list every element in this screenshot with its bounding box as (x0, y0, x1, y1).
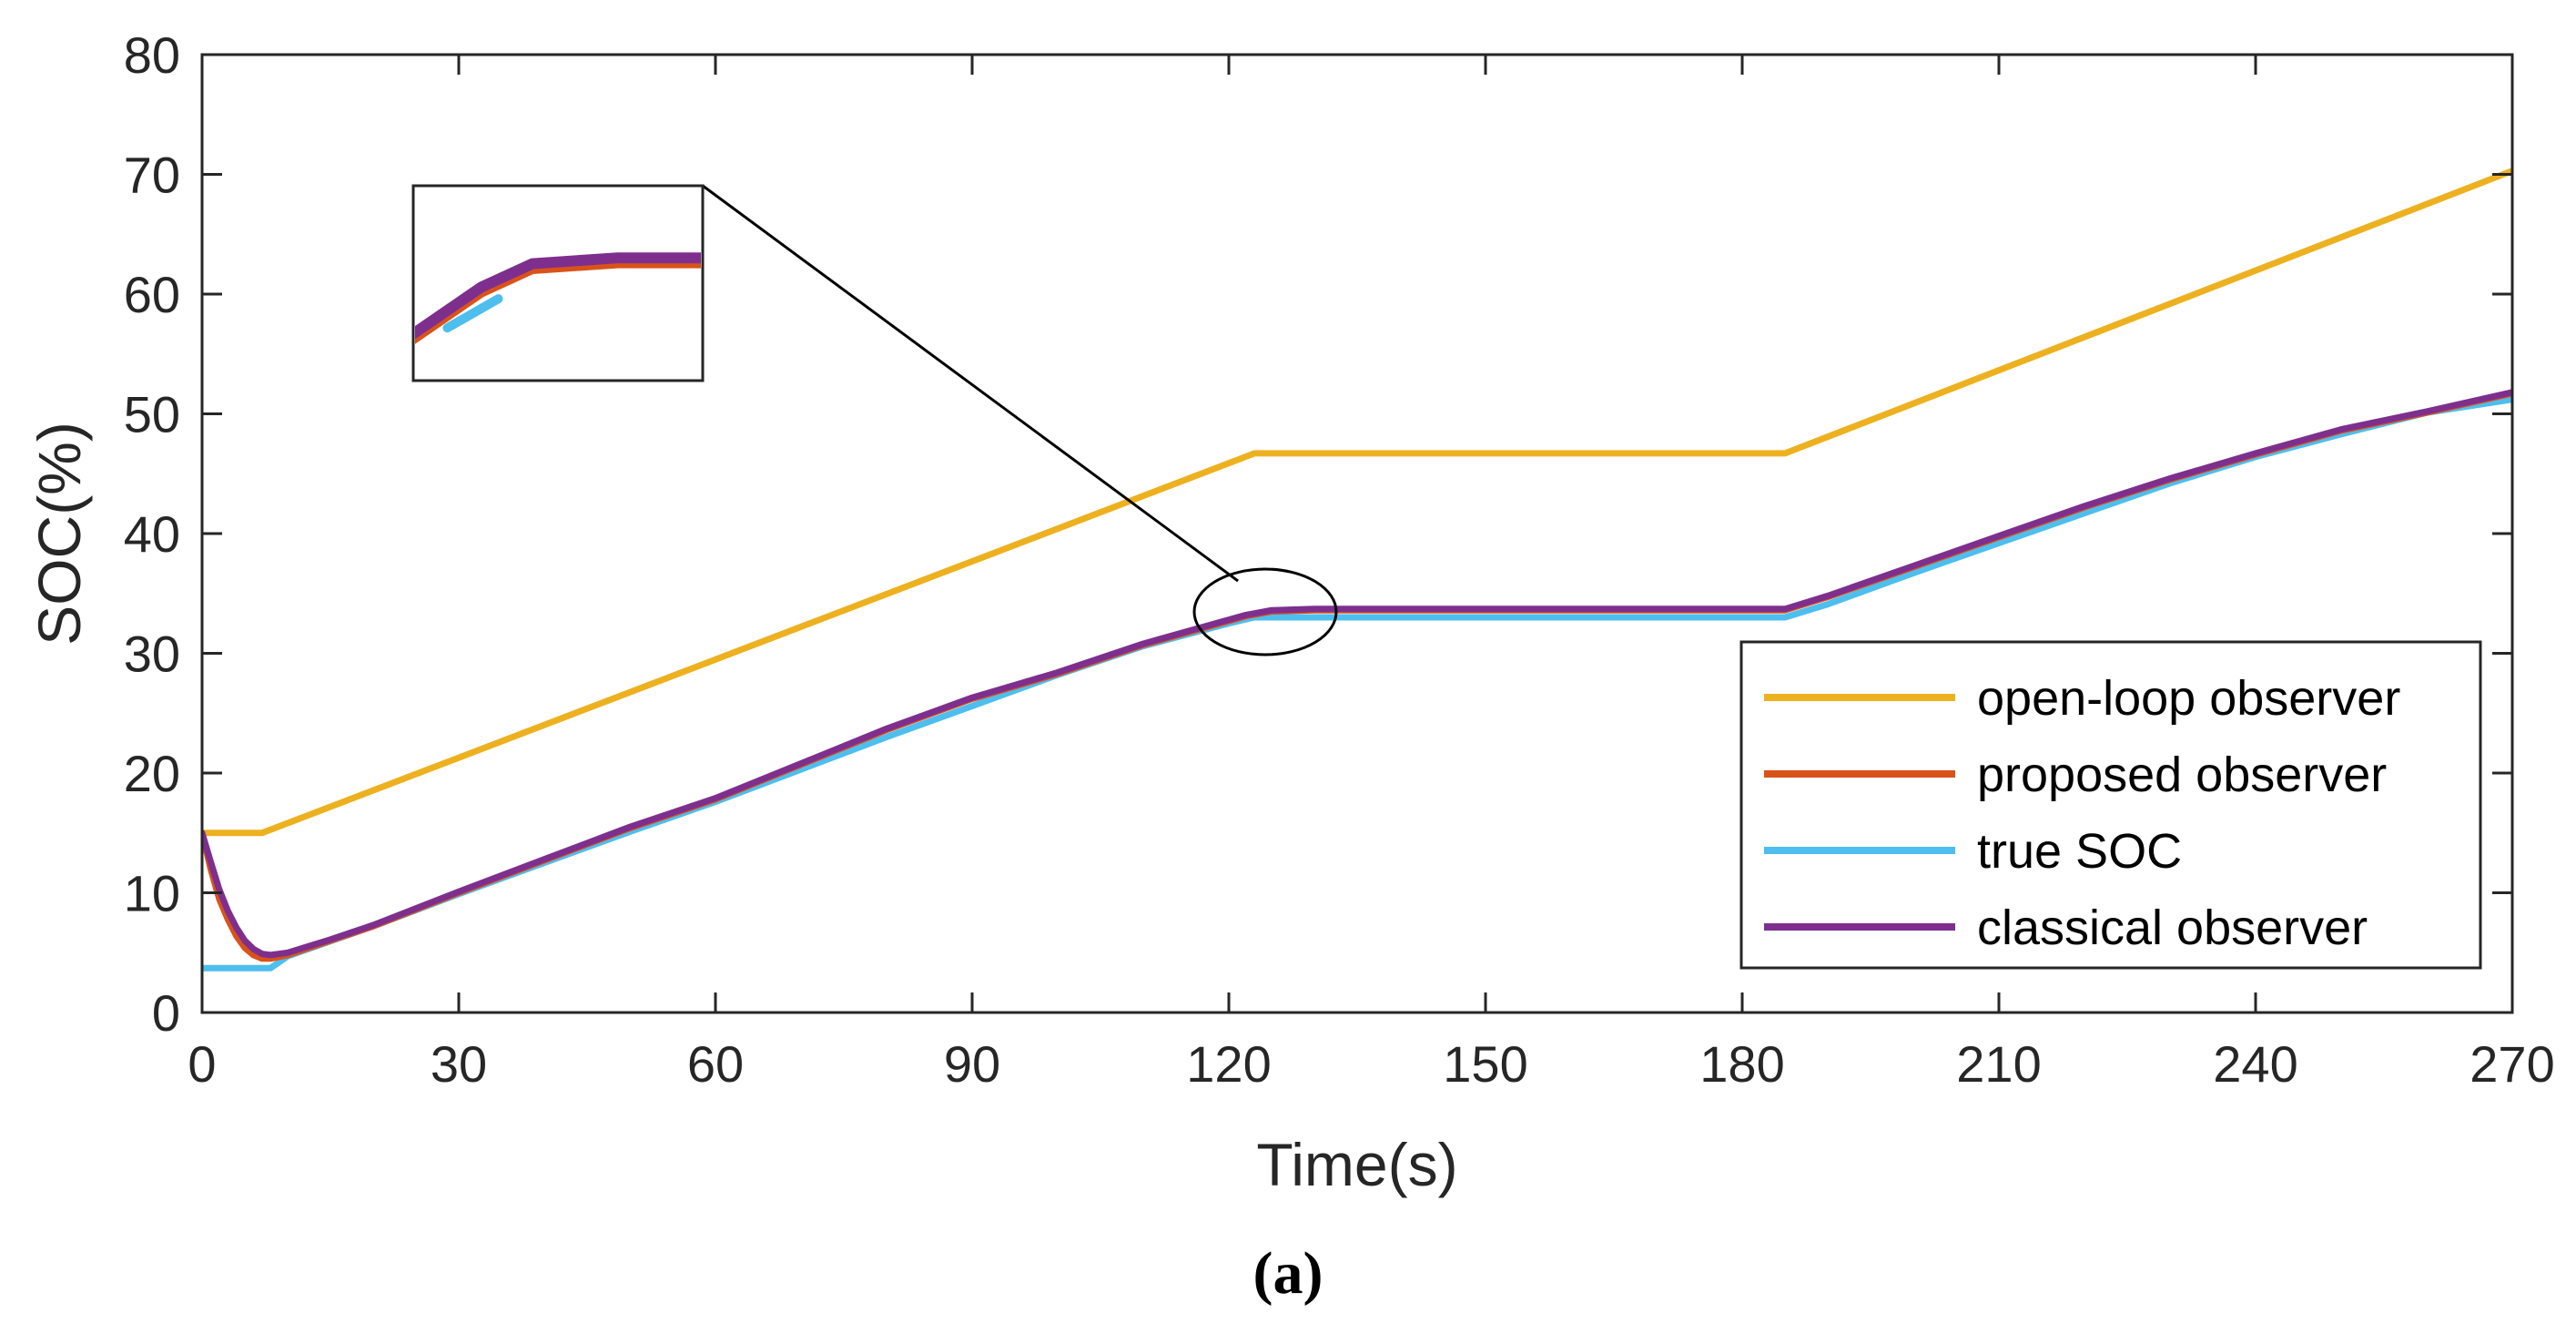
x-tick-label: 0 (188, 1035, 216, 1093)
y-tick-label: 70 (124, 147, 180, 204)
x-tick-label: 210 (1956, 1035, 2041, 1093)
x-tick-label: 60 (687, 1035, 744, 1093)
x-tick-label: 120 (1186, 1035, 1271, 1093)
y-tick-labels: 0 10 20 30 40 50 60 70 80 (124, 26, 180, 1042)
figure-caption: (a) (1253, 1240, 1323, 1307)
x-tick-label: 240 (2213, 1035, 2297, 1093)
y-tick-label: 20 (124, 745, 180, 802)
zoom-ellipse (1192, 567, 1338, 656)
y-tick-label: 50 (124, 386, 180, 443)
x-tick-label: 150 (1443, 1035, 1527, 1093)
zoom-series-line-3 (415, 252, 701, 340)
x-tick-label: 90 (944, 1035, 1000, 1093)
x-axis-title: Time(s) (1256, 1131, 1457, 1198)
legend-label-open-loop: open-loop observer (1977, 671, 2400, 726)
ticks-group (200, 53, 2514, 1014)
x-tick-labels: 0 30 60 90 120 150 180 210 240 270 (188, 1035, 2554, 1093)
y-tick-label: 0 (152, 984, 180, 1042)
y-tick-label: 40 (124, 505, 180, 563)
y-tick-label: 10 (124, 865, 180, 922)
y-tick-label: 80 (124, 26, 180, 84)
legend-label-true-soc: true SOC (1977, 824, 2182, 879)
zoom-inset-series (415, 252, 701, 344)
legend: open-loop observer proposed observer tru… (1739, 640, 2482, 970)
y-axis-title: SOC(%) (25, 422, 93, 646)
legend-label-proposed: proposed observer (1977, 748, 2387, 802)
legend-label-classical: classical observer (1977, 901, 2368, 955)
zoom-connector-line (702, 184, 1239, 583)
x-tick-label: 270 (2470, 1035, 2554, 1093)
y-tick-label: 30 (124, 626, 180, 683)
series-group (202, 168, 2512, 972)
series-line-3 (202, 389, 2512, 959)
x-tick-label: 30 (431, 1035, 487, 1093)
zoom-series-line-2 (442, 294, 503, 333)
series-line-0 (202, 168, 2512, 837)
y-tick-label: 60 (124, 266, 180, 323)
x-tick-label: 180 (1699, 1035, 1784, 1093)
zoom-inset-box (411, 184, 705, 382)
